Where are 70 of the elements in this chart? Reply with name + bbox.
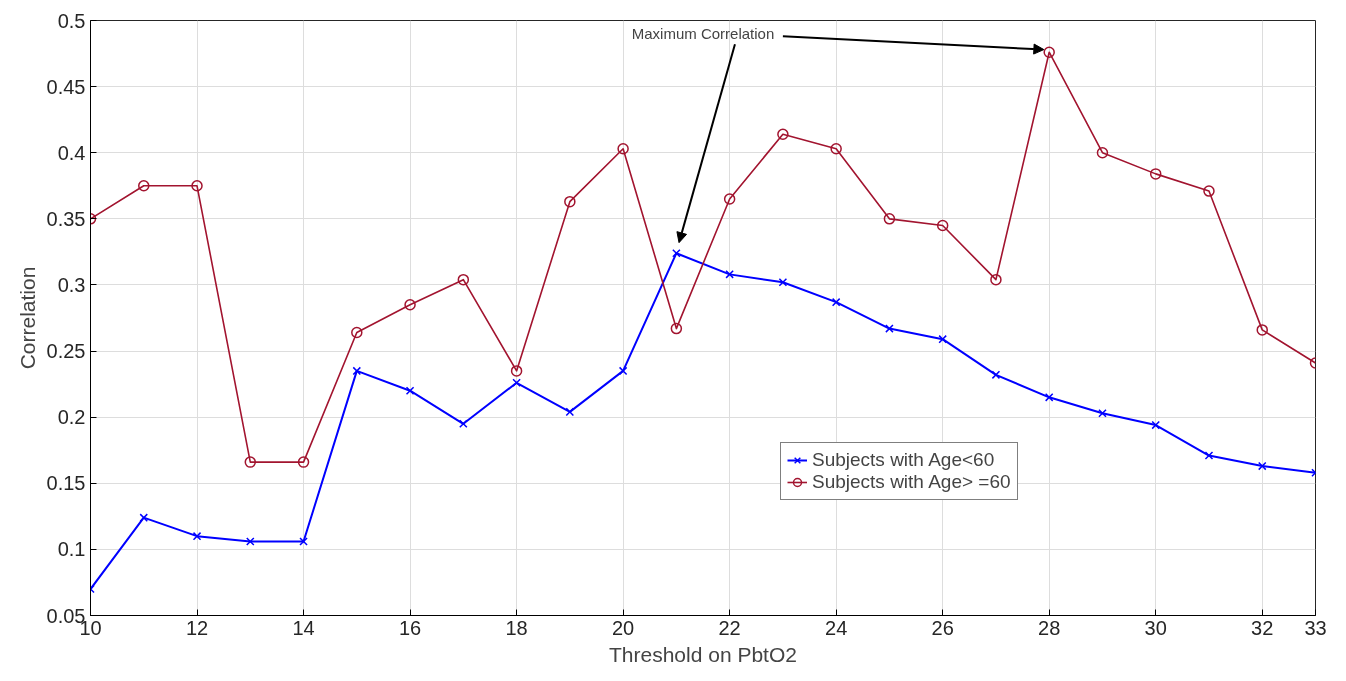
y-tick-label: 0.25: [46, 340, 86, 363]
x-tick-label: 12: [185, 616, 209, 639]
point: [565, 407, 575, 417]
point: [990, 273, 1002, 286]
point: [885, 324, 894, 333]
point: [1043, 46, 1055, 58]
y-tick-label: 0.5: [57, 9, 86, 32]
point: [1151, 420, 1160, 430]
point: [1256, 324, 1268, 336]
point: [459, 419, 468, 429]
point: [1098, 408, 1107, 418]
y-tick-label: 0.3: [57, 273, 86, 296]
point: [617, 143, 629, 155]
point: [405, 386, 415, 396]
point: [672, 248, 681, 258]
point: [936, 219, 949, 232]
point: [670, 322, 683, 335]
point: [1096, 146, 1109, 159]
y-tick-label: 0.45: [46, 75, 86, 98]
point: [778, 278, 788, 287]
point: [1149, 168, 1162, 180]
annotation: Maximum Correlation: [631, 25, 775, 43]
x-tick-label: 22: [718, 616, 741, 639]
x-tick-label: 26: [931, 616, 954, 639]
point: [723, 193, 736, 205]
x-tick-label: 32: [1251, 616, 1274, 639]
x-tick-label: 30: [1144, 616, 1167, 639]
point: [404, 299, 416, 311]
point: [297, 456, 310, 468]
y-tick-label: 0.35: [46, 207, 86, 230]
point: [831, 297, 841, 307]
x-tick-label: 20: [611, 616, 635, 639]
point: [618, 366, 628, 376]
point: [938, 334, 947, 344]
x-tick-label: 16: [398, 616, 422, 639]
point: [191, 180, 203, 192]
point: [725, 270, 734, 279]
point: [192, 531, 202, 541]
y-tick-label: 0.2: [57, 406, 86, 429]
y-tick-label: 0.15: [46, 472, 86, 495]
point: [351, 326, 363, 339]
point: [244, 456, 257, 468]
x-tick-label: 28: [1038, 616, 1061, 639]
point: [883, 213, 896, 225]
point: [1044, 393, 1054, 402]
point: [1257, 461, 1267, 471]
point: [1204, 451, 1214, 460]
x-tick-label: 33: [1304, 616, 1327, 639]
x-axis-title: Threshold on PbtO2: [609, 642, 797, 666]
y-axis-title: Correlation: [15, 266, 39, 370]
y-tick-label: 0.1: [57, 538, 86, 561]
point: [991, 370, 1001, 380]
point: [564, 195, 576, 208]
point: [457, 273, 470, 286]
x-tick-label: 14: [292, 616, 315, 639]
x-tick-label: 24: [825, 616, 848, 639]
x-tick-label: 18: [505, 616, 528, 639]
point: [138, 180, 150, 192]
point: [299, 537, 308, 546]
point: [139, 513, 149, 522]
point: [352, 366, 362, 376]
point: [830, 143, 842, 155]
point: [246, 537, 255, 546]
legend-label: Subjects with Age> =60: [812, 471, 1011, 493]
y-tick-label: 0.4: [57, 141, 86, 164]
point: [777, 128, 789, 140]
point: [510, 365, 523, 377]
point: [512, 378, 521, 388]
legend-label: Subjects with Age<60: [812, 449, 995, 471]
point: [1203, 185, 1215, 197]
